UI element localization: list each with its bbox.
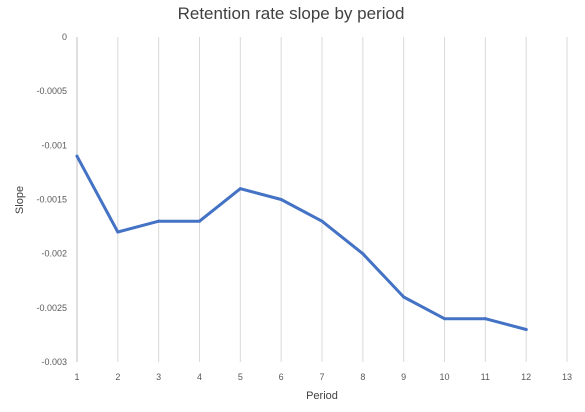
data-point <box>279 198 283 201</box>
x-axis-label: Period <box>306 390 338 402</box>
data-point <box>198 219 201 223</box>
x-tick-label: 5 <box>238 372 243 382</box>
data-point <box>483 317 487 321</box>
data-point <box>116 230 120 234</box>
x-tick-label: 11 <box>481 372 490 382</box>
chart-title: Retention rate slope by period <box>178 4 405 23</box>
y-tick-label: 0 <box>62 32 67 42</box>
x-tick-label: 2 <box>115 372 120 382</box>
grid-lines <box>117 37 568 362</box>
x-tick-label: 7 <box>319 372 324 382</box>
data-point <box>238 187 242 191</box>
data-point <box>157 219 161 223</box>
data-point <box>402 295 406 299</box>
x-tick-label: 3 <box>156 372 161 382</box>
data-point <box>320 219 324 223</box>
data-point <box>443 317 446 321</box>
data-point <box>361 252 365 256</box>
y-tick-label: -0.0015 <box>36 195 67 205</box>
x-tick-label: 9 <box>401 372 406 382</box>
y-tick-label: -0.001 <box>41 140 67 150</box>
series-layer <box>75 154 528 331</box>
y-tick-label: -0.002 <box>41 249 67 259</box>
x-tick-label: 6 <box>279 372 284 382</box>
x-tick-label: 13 <box>562 372 572 382</box>
tick-labels: 1 2 3 4 5 6 7 8 9 10 11 12 130-0.0005-0.001-0.0015-0… <box>36 32 572 382</box>
y-tick-label: -0.0005 <box>36 86 67 96</box>
data-point <box>75 154 79 158</box>
x-tick-label: 1 <box>74 372 79 382</box>
x-tick-label: 12 <box>521 372 531 382</box>
y-tick-label: -0.003 <box>41 357 67 367</box>
series-line <box>75 154 528 331</box>
y-tick-label: -0.0025 <box>36 303 67 313</box>
x-tick-label: 8 <box>360 372 365 382</box>
x-tick-label: 4 <box>197 372 202 382</box>
data-point <box>524 328 528 331</box>
x-tick-label: 10 <box>439 372 449 382</box>
y-axis-label: Slope <box>14 186 26 214</box>
